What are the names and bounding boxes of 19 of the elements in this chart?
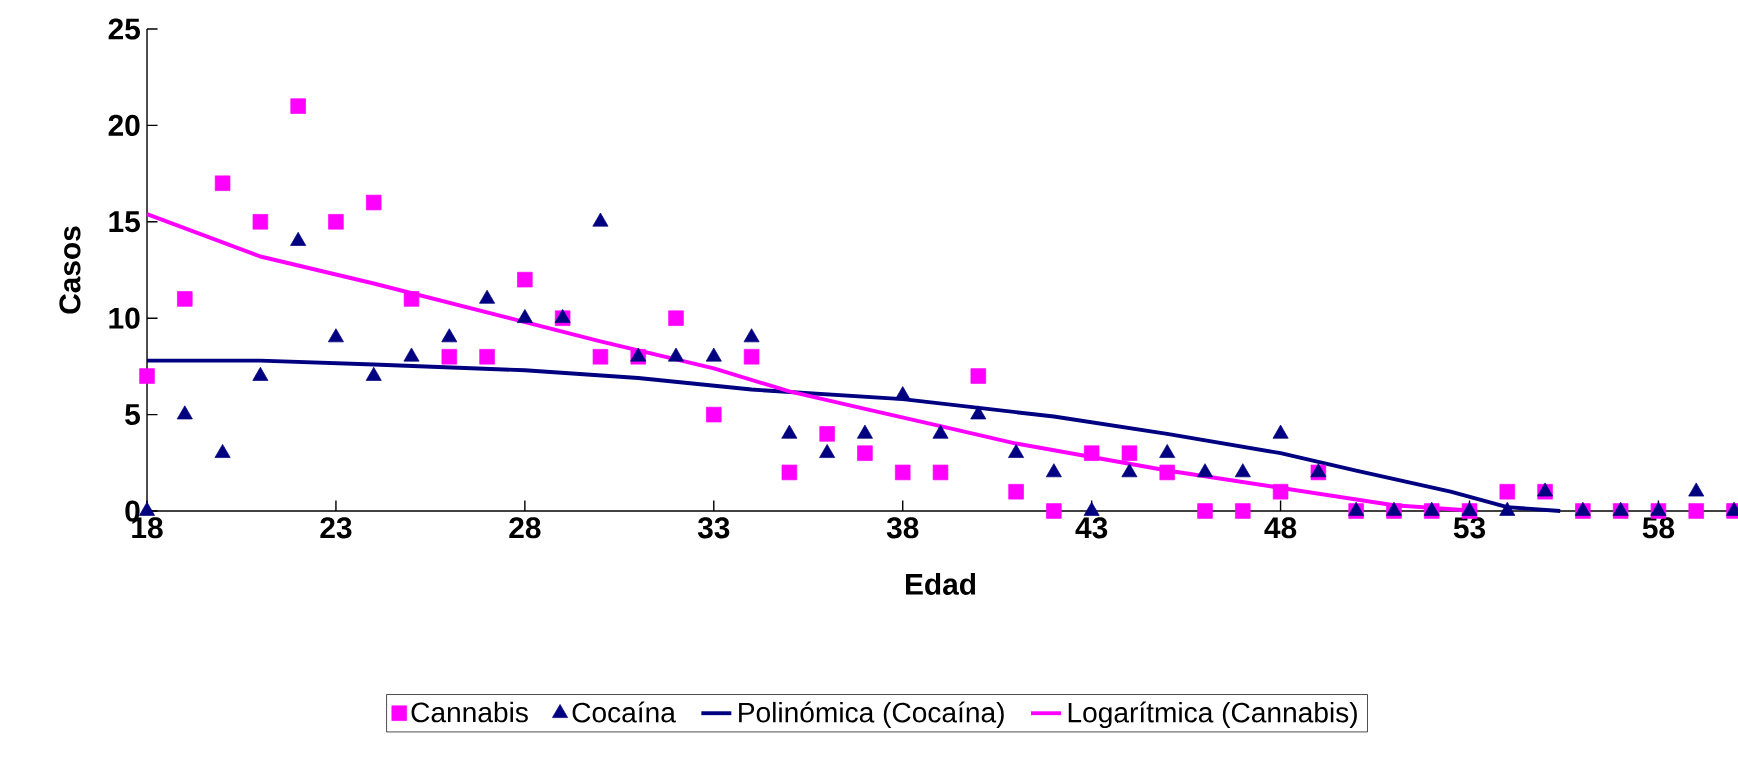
x-tick-label: 33	[697, 517, 730, 539]
x-tick-label: 53	[1453, 517, 1486, 539]
x-axis-title: Edad	[906, 572, 976, 595]
legend-label: Logarítmica (Cannabis)	[1068, 701, 1357, 729]
y-tick-label: 15	[109, 211, 140, 233]
legend-label: Cannabis	[411, 701, 528, 723]
legend-label: Polinómica (Cocaína)	[739, 701, 1004, 729]
x-tick-label: 48	[1264, 517, 1297, 539]
legend-label: Cocaína	[572, 701, 676, 723]
x-tick-label: 38	[886, 517, 919, 539]
x-tick-label: 43	[1075, 517, 1108, 539]
x-tick-label: 23	[320, 517, 352, 539]
x-tick-label: 28	[509, 517, 541, 539]
y-tick-label: 10	[109, 307, 140, 329]
y-axis-title: Casos	[59, 226, 81, 314]
y-tick-label: 20	[108, 114, 140, 136]
y-tick-label: 5	[125, 404, 140, 426]
x-tick-label: 58	[1642, 517, 1675, 539]
y-tick-label: 25	[108, 18, 140, 40]
